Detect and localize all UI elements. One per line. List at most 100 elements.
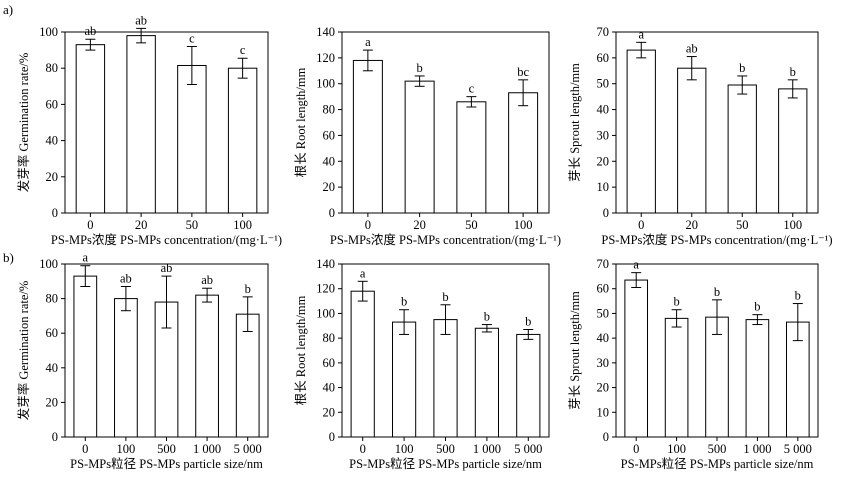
y-tick-label: 120 — [316, 282, 335, 296]
x-tick-label: 50 — [736, 218, 749, 232]
plot-frame — [615, 31, 819, 214]
y-axis-title: 发芽率 Germination rate/% — [16, 281, 31, 421]
bar — [195, 294, 219, 438]
x-axis-title: PS-MPs粒径 PS-MPs particle size/nm — [349, 456, 542, 471]
y-tick-label: 100 — [39, 257, 58, 271]
bar — [778, 88, 808, 214]
y-tick-label: 0 — [603, 430, 609, 444]
significance-label: a — [360, 266, 366, 280]
y-tick-label: 70 — [597, 25, 610, 39]
x-tick-label: 20 — [413, 218, 426, 232]
bar — [114, 298, 138, 438]
x-tick-label: 5 000 — [784, 442, 812, 456]
x-tick-label: 100 — [233, 218, 252, 232]
y-tick-label: 40 — [323, 154, 336, 168]
y-tick-label: 20 — [597, 154, 610, 168]
row-label-a: a) — [3, 2, 13, 17]
significance-label: ab — [135, 13, 147, 27]
y-tick-label: 20 — [46, 170, 59, 184]
y-tick-label: 40 — [46, 361, 59, 375]
significance-label: ab — [686, 42, 698, 56]
y-axis-title: 芽长 Sprout length/mm — [568, 63, 582, 182]
significance-label: b — [754, 300, 760, 314]
y-tick-label: 80 — [323, 331, 336, 345]
x-tick-label: 100 — [514, 218, 533, 232]
bar — [508, 92, 539, 214]
y-tick-label: 60 — [597, 282, 610, 296]
y-tick-label: 0 — [329, 430, 335, 444]
y-tick-label: 60 — [323, 356, 336, 370]
chart-4: 0 20 40 60 80 100 a 0 ab 100 ab 500 ab 1 000 b 5 000PS-… — [16, 251, 269, 471]
x-tick-label: 0 — [82, 442, 88, 456]
x-tick-label: 50 — [465, 218, 478, 232]
significance-label: b — [401, 295, 407, 309]
bar — [745, 319, 770, 438]
significance-label: b — [417, 61, 423, 75]
plot-frame — [64, 31, 269, 214]
significance-label: b — [795, 289, 801, 303]
y-tick-label: 100 — [39, 25, 58, 39]
x-tick-label: 0 — [365, 218, 371, 232]
y-tick-label: 70 — [597, 257, 610, 271]
bar — [624, 279, 649, 438]
y-tick-label: 50 — [597, 77, 610, 91]
y-tick-label: 40 — [46, 134, 59, 148]
x-tick-label: 100 — [117, 442, 136, 456]
y-tick-label: 60 — [46, 326, 59, 340]
bar — [75, 44, 106, 214]
x-tick-label: 1 000 — [193, 442, 221, 456]
significance-label: ab — [201, 273, 213, 287]
y-tick-label: 0 — [52, 206, 58, 220]
bar — [456, 101, 487, 214]
significance-label: b — [673, 295, 679, 309]
y-tick-label: 100 — [316, 306, 335, 320]
x-tick-label: 0 — [638, 218, 644, 232]
x-tick-label: 20 — [686, 218, 699, 232]
significance-label: b — [525, 314, 531, 328]
y-tick-label: 80 — [46, 292, 59, 306]
x-tick-label: 1 000 — [473, 442, 501, 456]
significance-label: b — [442, 290, 448, 304]
y-tick-label: 120 — [316, 51, 335, 65]
bar — [677, 67, 707, 214]
bar — [126, 35, 156, 214]
chart-5: 0 20 40 60 80 100 120 140 a 0 b 100 b 500 b 1 000 b 5 000… — [294, 257, 550, 471]
y-tick-label: 40 — [597, 103, 610, 117]
x-tick-label: 100 — [395, 442, 414, 456]
y-tick-label: 140 — [316, 25, 335, 39]
y-tick-label: 40 — [597, 331, 610, 345]
y-tick-label: 0 — [52, 430, 58, 444]
significance-label: bc — [517, 65, 529, 79]
y-tick-label: 0 — [329, 206, 335, 220]
bar — [404, 80, 435, 214]
y-tick-label: 10 — [597, 180, 610, 194]
x-tick-label: 500 — [157, 442, 176, 456]
significance-label: b — [714, 285, 720, 299]
significance-label: ab — [161, 261, 173, 275]
bar — [727, 84, 757, 214]
bar — [516, 333, 541, 438]
x-axis-title: PS-MPs浓度 PS-MPs concentration/(mg·L⁻¹) — [51, 232, 282, 247]
y-axis-title: 芽长 Sprout length/mm — [568, 291, 582, 410]
x-tick-label: 50 — [186, 218, 199, 232]
bar — [352, 59, 383, 214]
y-tick-label: 10 — [597, 405, 610, 419]
x-tick-label: 0 — [360, 442, 366, 456]
x-axis-title: PS-MPs浓度 PS-MPs concentration/(mg·L⁻¹) — [601, 232, 832, 247]
x-tick-label: 5 000 — [514, 442, 542, 456]
plot-frame — [341, 31, 550, 214]
x-axis-title: PS-MPs浓度 PS-MPs concentration/(mg·L⁻¹) — [330, 232, 561, 247]
significance-label: c — [189, 31, 195, 45]
chart-6: 0 10 20 30 40 50 60 70 a 0 b 100 b 500 b 1 000 b 5 000PS-… — [568, 257, 819, 471]
y-tick-label: 20 — [46, 395, 59, 409]
y-axis-title: 根长 Root length/mm — [294, 67, 308, 177]
x-axis-title: PS-MPs粒径 PS-MPs particle size/nm — [70, 456, 263, 471]
y-tick-label: 0 — [603, 206, 609, 220]
bar — [474, 327, 499, 438]
significance-label: a — [83, 251, 89, 265]
significance-label: b — [790, 65, 796, 79]
y-tick-label: 60 — [323, 128, 336, 142]
